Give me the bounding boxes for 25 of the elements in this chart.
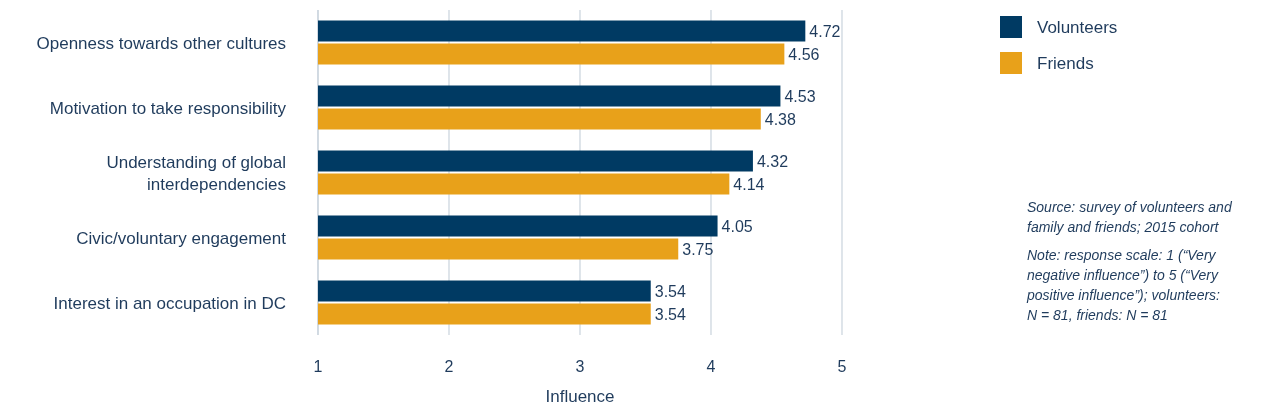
y-tick-label: Understanding of global interdependencies	[106, 152, 286, 194]
y-tick-label: Openness towards other cultures	[36, 33, 286, 53]
data-label: 4.56	[788, 46, 820, 63]
data-label: 4.72	[809, 23, 841, 40]
legend-label: Friends	[1037, 54, 1094, 73]
source-note: Source: survey of volunteers and family and friends; 2015 cohort	[1027, 199, 1233, 235]
x-tick-label: 2	[444, 358, 454, 375]
y-tick-label: Interest in an occupation in DC	[53, 293, 286, 313]
x-tick-label: 5	[837, 358, 847, 375]
x-axis-title: Influence	[545, 387, 615, 406]
x-tick-label: 3	[575, 358, 585, 375]
data-label: 4.38	[764, 111, 797, 128]
x-tick-label: 4	[706, 358, 716, 375]
data-label: 3.54	[654, 306, 686, 323]
text: Note: response scale: 1 (“Very negative influence”) to 5 (“Very positive influence”); volunteers: N = 81, friends: N = 81	[1026, 247, 1221, 323]
legend-label: Volunteers	[1037, 18, 1118, 37]
x-tick-label: 1	[313, 358, 323, 375]
data-label: 4.05	[721, 218, 753, 235]
data-label: 3.54	[654, 283, 686, 300]
y-tick-label: Civic/voluntary engagement	[76, 228, 287, 248]
data-label: 3.75	[682, 241, 714, 258]
data-label: 4.14	[733, 176, 765, 193]
data-label: 4.32	[756, 153, 789, 170]
y-tick-label: Motivation to take responsibility	[49, 98, 287, 118]
data-label: 4.53	[784, 88, 816, 105]
